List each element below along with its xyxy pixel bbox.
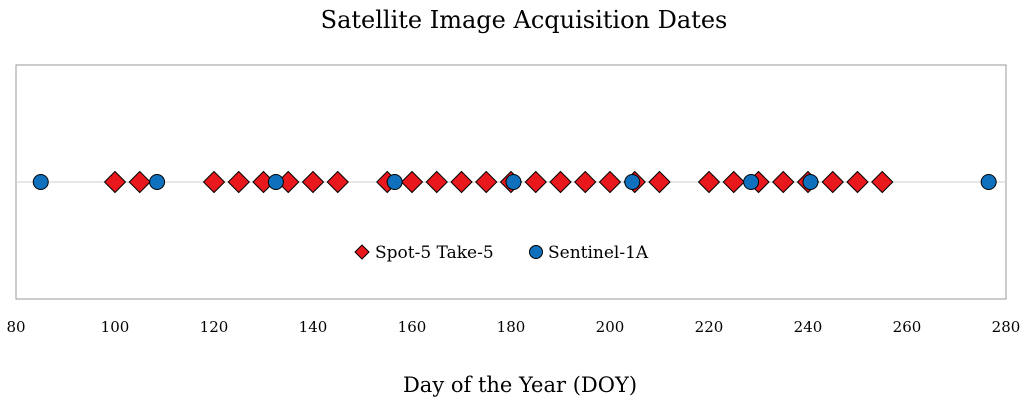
x-tick-label: 80: [6, 318, 25, 336]
x-axis-title: Day of the Year (DOY): [403, 373, 637, 397]
spot5-point: [450, 170, 473, 194]
spot5-point: [697, 170, 721, 194]
sentinel-point: [802, 174, 819, 190]
sentinel-point: [505, 174, 522, 190]
spot5-point: [475, 170, 498, 194]
spot5-point: [326, 170, 349, 194]
spot5-point: [524, 170, 547, 194]
x-tick-label: 200: [596, 318, 625, 336]
legend-label-spot5: Spot-5 Take-5: [375, 243, 494, 263]
x-tick-label: 240: [794, 318, 823, 336]
spot5-point: [549, 170, 572, 194]
x-tick-label: 280: [992, 318, 1021, 336]
spot5-point: [574, 170, 597, 194]
spot5-point: [425, 170, 448, 194]
spot5-point: [821, 170, 844, 194]
spot5-point: [722, 170, 745, 194]
legend: Spot-5 Take-5 Sentinel-1A: [354, 243, 649, 263]
spot5-point: [871, 170, 894, 194]
legend-label-sentinel: Sentinel-1A: [548, 243, 649, 263]
data-marks: [32, 170, 997, 194]
sentinel-point: [386, 174, 403, 190]
spot5-point: [846, 170, 869, 194]
x-tick-label: 100: [101, 318, 130, 336]
x-tick-label: 220: [695, 318, 724, 336]
x-axis-ticks: 80 100 120 140 160 180 200 220 240 260 280: [6, 318, 1020, 336]
spot5-point: [772, 170, 795, 194]
x-tick-label: 140: [299, 318, 328, 336]
x-tick-label: 160: [398, 318, 427, 336]
spot5-point: [128, 170, 151, 194]
sentinel-point: [267, 174, 284, 190]
sentinel-point: [980, 174, 997, 190]
spot5-point: [301, 170, 325, 194]
spot5-point: [103, 170, 127, 194]
x-tick-label: 260: [893, 318, 922, 336]
sentinel-point: [149, 174, 166, 190]
x-tick-label: 180: [497, 318, 526, 336]
spot5-point: [202, 170, 226, 194]
spot5-point: [598, 170, 622, 194]
spot5-point: [227, 170, 250, 194]
x-tick-label: 120: [200, 318, 229, 336]
legend-symbol-spot5: [354, 244, 370, 260]
sentinel-point: [32, 174, 49, 190]
chart-title: Satellite Image Acquisition Dates: [321, 6, 728, 34]
sentinel-point: [743, 174, 760, 190]
legend-symbol-sentinel: [529, 245, 543, 259]
sentinel-point: [624, 174, 641, 190]
spot5-point: [648, 170, 671, 194]
spot5-point: [400, 170, 424, 194]
